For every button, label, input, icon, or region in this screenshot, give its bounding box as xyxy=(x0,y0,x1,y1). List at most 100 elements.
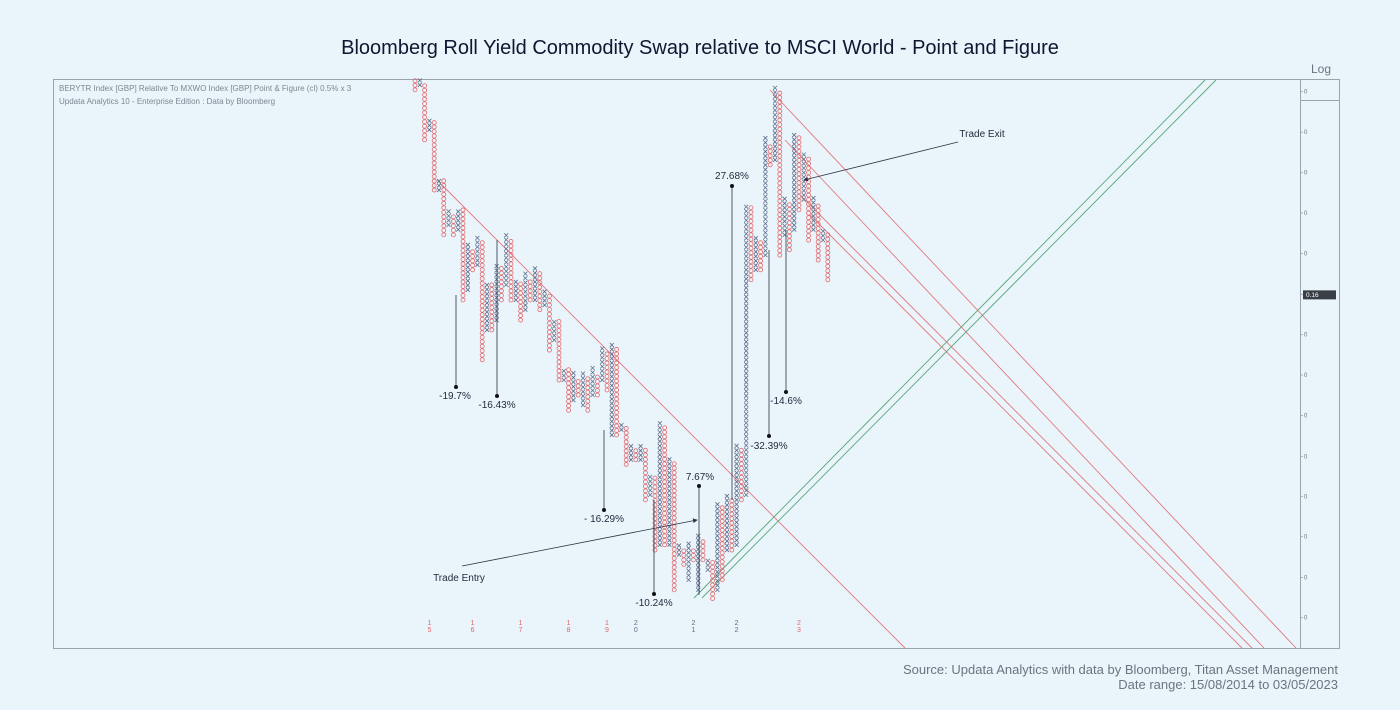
o-box xyxy=(441,205,447,211)
o-box xyxy=(739,483,744,489)
o-box xyxy=(441,209,447,215)
o-box xyxy=(806,156,811,162)
o-box xyxy=(604,351,610,357)
o-box xyxy=(662,479,667,485)
annotation: 7.67% xyxy=(686,472,714,483)
o-box xyxy=(547,347,552,353)
o-box xyxy=(479,298,485,304)
year-marker: 16 xyxy=(469,620,476,634)
o-box xyxy=(460,243,466,249)
x-box xyxy=(734,470,739,476)
o-box xyxy=(508,252,514,258)
x-box xyxy=(523,293,528,299)
o-box xyxy=(815,244,821,249)
x-box xyxy=(763,252,768,258)
x-column xyxy=(715,502,720,593)
o-box xyxy=(700,552,706,558)
x-box xyxy=(743,402,749,408)
o-box xyxy=(614,396,619,402)
x-column xyxy=(782,196,787,238)
o-box xyxy=(748,245,754,251)
o-box xyxy=(479,280,485,286)
o-box xyxy=(739,479,744,485)
o-box xyxy=(671,492,677,498)
o-box xyxy=(575,388,581,393)
o-box xyxy=(652,484,658,490)
o-box xyxy=(777,207,783,213)
o-box xyxy=(796,148,802,154)
o-box xyxy=(777,122,783,127)
o-box xyxy=(479,262,485,268)
o-box xyxy=(796,162,802,168)
x-box xyxy=(734,443,739,449)
x-box xyxy=(513,288,519,294)
x-box xyxy=(801,161,807,166)
x-box xyxy=(734,497,739,503)
x-box xyxy=(475,258,480,263)
x-box xyxy=(523,275,528,281)
o-box xyxy=(585,403,591,409)
x-box xyxy=(743,393,749,399)
o-box xyxy=(671,465,677,471)
x-box xyxy=(647,479,653,484)
x-box xyxy=(753,254,759,259)
o-box xyxy=(671,555,677,561)
x-box xyxy=(715,556,720,561)
o-box xyxy=(815,217,821,222)
o-box xyxy=(585,376,591,382)
x-box xyxy=(801,183,807,189)
x-box xyxy=(734,533,739,539)
o-box xyxy=(460,293,466,298)
x-box xyxy=(657,457,663,462)
x-box xyxy=(724,538,730,544)
x-box xyxy=(657,439,663,444)
o-box xyxy=(796,180,802,186)
o-box xyxy=(806,206,811,212)
o-box xyxy=(614,392,619,397)
x-box xyxy=(609,419,615,424)
x-box xyxy=(465,269,471,275)
x-box xyxy=(743,474,749,480)
year-markers: 15 16 17 18 19 20 21 22 23 xyxy=(426,620,803,634)
o-box xyxy=(422,137,428,143)
x-box xyxy=(436,178,442,184)
year-marker: 18 xyxy=(565,620,572,634)
o-box xyxy=(431,165,437,170)
x-box xyxy=(609,410,615,415)
x-box xyxy=(686,550,691,556)
o-box xyxy=(671,497,677,503)
x-box xyxy=(503,250,509,256)
o-box xyxy=(422,96,428,102)
o-box xyxy=(777,216,783,222)
o-box xyxy=(604,374,610,379)
o-box xyxy=(450,214,456,220)
y-tick-label: 0 xyxy=(1304,535,1308,541)
x-box xyxy=(609,396,615,402)
x-box xyxy=(657,429,663,435)
x-column xyxy=(686,541,691,583)
x-box xyxy=(715,547,720,552)
o-box xyxy=(614,374,619,379)
o-box xyxy=(787,233,792,239)
o-column xyxy=(595,374,600,398)
x-box xyxy=(686,545,691,551)
x-box xyxy=(667,488,672,494)
x-box xyxy=(734,542,739,548)
o-box xyxy=(547,329,552,335)
o-box xyxy=(719,505,725,511)
x-column xyxy=(427,118,432,133)
x-box xyxy=(743,416,749,421)
x-box xyxy=(475,235,480,241)
x-box xyxy=(763,207,768,213)
trend-line xyxy=(436,179,906,649)
o-box xyxy=(748,268,754,274)
o-box xyxy=(431,187,437,193)
o-box xyxy=(758,262,763,268)
x-box xyxy=(609,365,615,370)
x-box xyxy=(743,321,749,327)
o-box xyxy=(556,328,562,333)
o-column xyxy=(806,156,811,243)
x-box xyxy=(503,277,509,283)
x-column xyxy=(484,282,490,333)
x-box xyxy=(695,587,701,593)
